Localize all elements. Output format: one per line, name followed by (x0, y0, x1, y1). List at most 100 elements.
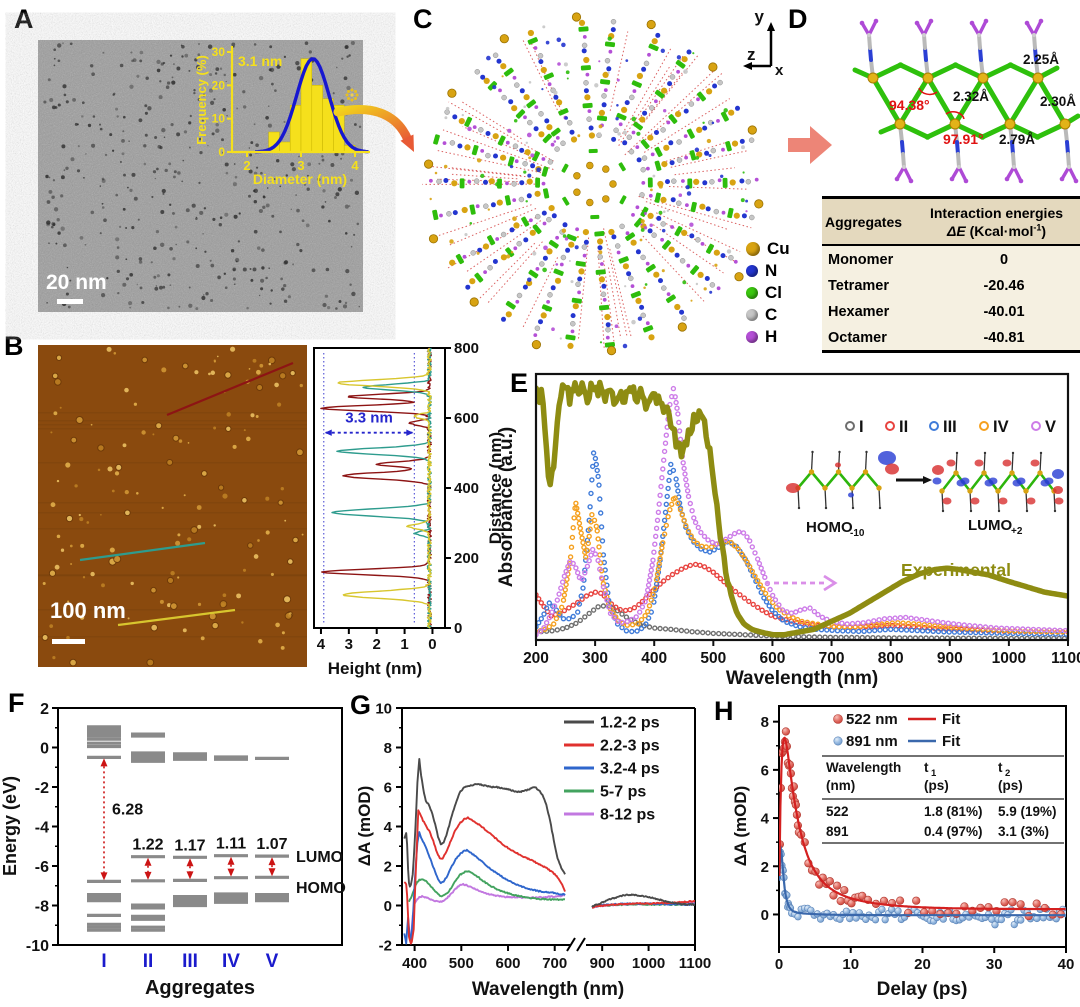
svg-text:0: 0 (761, 907, 769, 924)
table-header-row: Aggregates Interaction energies ΔE (Kcal… (822, 199, 1080, 247)
svg-text:Fit: Fit (942, 733, 960, 750)
svg-text:Wavelength (nm): Wavelength (nm) (472, 979, 624, 1000)
svg-text:2.32Å: 2.32Å (953, 89, 989, 104)
svg-text:30: 30 (212, 45, 226, 59)
svg-text:10: 10 (842, 956, 859, 973)
svg-text:3.2-4 ps: 3.2-4 ps (600, 761, 660, 778)
svg-text:1.22: 1.22 (132, 837, 163, 854)
svg-text:(ps): (ps) (924, 778, 949, 793)
legend-label: C (765, 305, 778, 324)
panel-label-h: H (714, 696, 734, 726)
svg-text:I: I (859, 418, 864, 436)
svg-text:891 nm: 891 nm (846, 733, 898, 750)
svg-text:5-7 ps: 5-7 ps (600, 784, 646, 801)
svg-text:Diameter (nm): Diameter (nm) (253, 171, 347, 187)
svg-text:400: 400 (454, 480, 479, 497)
tem-image: 0 10 20 30 2 3 4 Diameter (nm) Frequency (%) 3.1 … (38, 40, 370, 312)
svg-text:(ps): (ps) (998, 778, 1023, 793)
afm-image (38, 345, 307, 667)
svg-text:300: 300 (582, 650, 608, 667)
tem-scalebar (57, 299, 83, 304)
svg-text:-10: -10 (850, 528, 865, 539)
svg-text:1.17: 1.17 (174, 837, 205, 854)
svg-text:2.25Å: 2.25Å (1023, 52, 1059, 67)
legend-label: Cu (767, 239, 790, 258)
svg-text:LUMO: LUMO (968, 517, 1012, 534)
svg-text:0.4 (97%): 0.4 (97%) (924, 824, 983, 839)
svg-text:z: z (747, 45, 756, 64)
svg-text:400: 400 (402, 955, 427, 972)
svg-text:Wavelength: Wavelength (826, 760, 901, 775)
svg-text:-8: -8 (35, 899, 49, 916)
svg-text:III: III (182, 951, 198, 972)
svg-text:94.38°: 94.38° (889, 97, 930, 113)
svg-text:200: 200 (523, 650, 549, 667)
svg-text:-6: -6 (35, 859, 49, 876)
svg-text:800: 800 (878, 650, 904, 667)
svg-text:IV: IV (222, 951, 240, 972)
svg-text:700: 700 (542, 955, 567, 972)
svg-text:8-12 ps: 8-12 ps (600, 807, 655, 824)
table-row: Hexamer -40.01 (828, 304, 1025, 321)
decay-kinetics-chart: 0 2 4 6 8 0 10 20 30 40 Delay (ps) ΔA (mOD) 522 nm Fi… (731, 705, 1074, 1000)
table-row: Tetramer -20.46 (828, 278, 1025, 295)
svg-text:-2: -2 (35, 780, 49, 797)
panel-label-a: A (14, 4, 34, 34)
energy-level-diagram: 2 0 -2 -4 -6 -8 -10 Energy (eV) 6.28 I 1.22 II 1.17 I… (0, 701, 346, 999)
svg-text:Height (nm): Height (nm) (328, 659, 422, 678)
svg-text:10: 10 (375, 701, 392, 718)
cu-atom-icon (746, 242, 760, 256)
panel-label-f: F (8, 688, 25, 718)
svg-text:V: V (266, 951, 279, 972)
gradient-arrow-icon (333, 105, 414, 152)
svg-text:1000: 1000 (632, 955, 665, 972)
crystal-structure-model: 94.38° 97.91° 2.32Å 2.25Å 2.30Å 2.79Å (852, 18, 1080, 184)
svg-text:Frequency (%): Frequency (%) (194, 55, 209, 145)
svg-text:2.30Å: 2.30Å (1040, 94, 1076, 109)
svg-text:10: 10 (212, 112, 226, 126)
svg-text:2.2-3 ps: 2.2-3 ps (600, 738, 660, 755)
svg-text:x: x (775, 62, 784, 79)
svg-text:1.2-2 ps: 1.2-2 ps (600, 715, 660, 732)
svg-text:500: 500 (700, 650, 726, 667)
svg-text:Distance (nm): Distance (nm) (486, 432, 505, 544)
svg-text:400: 400 (641, 650, 667, 667)
svg-text:4: 4 (351, 158, 359, 173)
svg-text:900: 900 (937, 650, 963, 667)
c-atom-icon (746, 309, 758, 321)
svg-text:1.11: 1.11 (216, 836, 246, 853)
svg-text:2: 2 (40, 701, 49, 718)
svg-text:3.3 nm: 3.3 nm (345, 410, 393, 427)
svg-text:1100: 1100 (679, 955, 712, 972)
svg-text:20: 20 (914, 956, 931, 973)
svg-text:8: 8 (761, 714, 769, 731)
svg-text:III: III (943, 418, 957, 436)
svg-text:522: 522 (826, 804, 849, 819)
svg-text:2: 2 (384, 859, 392, 876)
panel-label-b: B (4, 331, 24, 361)
svg-text:700: 700 (819, 650, 845, 667)
svg-text:ΔA (mOD): ΔA (mOD) (731, 786, 750, 867)
transient-absorption-spectra-chart: -2 0 2 4 6 8 10 400 500 600 700 900 1000 1100 ΔA (mOD)… (355, 701, 712, 1001)
svg-text:1.8 (81%): 1.8 (81%) (924, 804, 983, 819)
svg-text:900: 900 (590, 955, 615, 972)
svg-text:ΔA (mOD): ΔA (mOD) (355, 786, 374, 867)
svg-text:1: 1 (931, 768, 937, 779)
svg-text:Aggregates: Aggregates (145, 977, 255, 999)
svg-text:3.1 (3%): 3.1 (3%) (998, 824, 1049, 839)
svg-text:4: 4 (317, 636, 326, 653)
svg-text:II: II (143, 951, 154, 972)
svg-text:891: 891 (826, 824, 849, 839)
tem-scalebar-label: 20 nm (46, 271, 107, 294)
svg-text:8: 8 (384, 740, 392, 757)
svg-text:y: y (755, 7, 765, 26)
legend-label: N (765, 261, 778, 280)
svg-text:20: 20 (212, 78, 226, 92)
svg-text:6.28: 6.28 (112, 802, 143, 819)
legend-item-h: H (746, 326, 790, 348)
svg-text:3: 3 (345, 636, 353, 653)
svg-text:2.79Å: 2.79Å (999, 132, 1035, 147)
svg-text:6: 6 (384, 780, 392, 797)
svg-text:Fit: Fit (942, 711, 960, 728)
